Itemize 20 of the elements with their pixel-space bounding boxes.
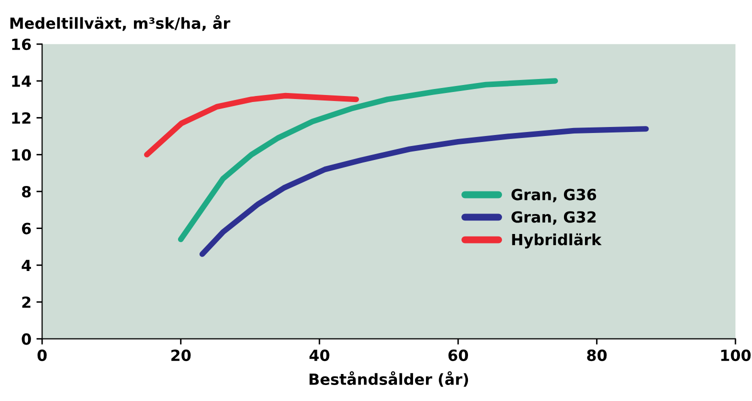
x-tick-label: 40 (310, 350, 330, 362)
y-tick-label: 14 (12, 76, 31, 87)
y-tick-label: 16 (12, 38, 31, 50)
y-tick-label: 0 (22, 333, 31, 345)
y-tick-label: 8 (22, 186, 31, 198)
y-axis-title: Medeltillväxt, m³sk/ha, år (10, 15, 230, 31)
legend-label: Hybridlärk (512, 233, 602, 248)
y-tick-label: 4 (22, 260, 31, 271)
x-tick-label: 80 (587, 350, 607, 362)
x-tick-label: 60 (448, 350, 468, 362)
legend-label: Gran, G36 (512, 188, 596, 202)
x-tick-label: 0 (38, 350, 47, 362)
y-tick-label: 2 (22, 296, 30, 308)
x-tick-label: 20 (171, 350, 191, 362)
y-tick-label: 10 (12, 149, 31, 161)
y-tick-label: 6 (22, 222, 31, 234)
legend-label: Gran, G32 (512, 211, 596, 225)
x-tick-label: 100 (721, 350, 751, 362)
y-tick-label: 12 (12, 112, 30, 124)
x-axis-title: Beståndsålder (år) (310, 371, 468, 387)
